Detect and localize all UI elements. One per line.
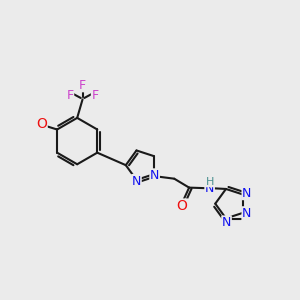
Text: N: N — [242, 187, 251, 200]
Text: O: O — [176, 199, 188, 213]
Text: N: N — [132, 175, 141, 188]
Text: N: N — [222, 216, 231, 229]
Text: O: O — [36, 117, 47, 131]
Text: H: H — [206, 177, 214, 187]
Text: F: F — [92, 89, 99, 102]
Text: F: F — [79, 79, 86, 92]
Text: N: N — [150, 169, 159, 182]
Text: N: N — [242, 207, 251, 220]
Text: N: N — [205, 182, 214, 195]
Text: F: F — [67, 89, 73, 102]
